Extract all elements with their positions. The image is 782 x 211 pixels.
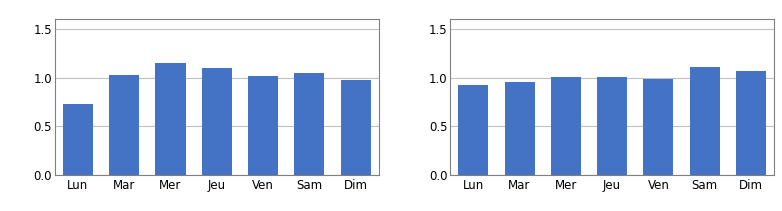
Bar — [202, 68, 231, 175]
Bar — [597, 77, 627, 175]
Bar — [156, 63, 185, 175]
Bar — [248, 76, 278, 175]
Bar — [644, 80, 673, 175]
Bar — [736, 71, 766, 175]
Bar — [109, 75, 139, 175]
Bar — [551, 77, 581, 175]
Bar — [294, 73, 325, 175]
Bar — [63, 104, 93, 175]
Bar — [690, 67, 719, 175]
Bar — [504, 83, 535, 175]
Bar — [458, 85, 488, 175]
Bar — [341, 80, 371, 175]
